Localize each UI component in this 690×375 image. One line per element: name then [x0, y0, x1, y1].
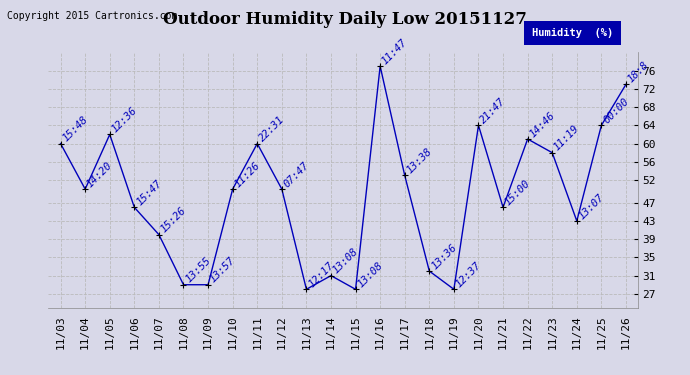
- Text: 07:47: 07:47: [282, 160, 311, 189]
- Text: Copyright 2015 Cartronics.com: Copyright 2015 Cartronics.com: [7, 11, 177, 21]
- Text: 13:36: 13:36: [429, 242, 458, 271]
- Text: 13:08: 13:08: [331, 246, 360, 276]
- Text: 18:8: 18:8: [626, 60, 651, 84]
- Text: 11:19: 11:19: [552, 123, 582, 153]
- Text: 15:00: 15:00: [503, 178, 532, 207]
- Text: 12:37: 12:37: [454, 260, 483, 289]
- Text: 15:47: 15:47: [135, 178, 164, 207]
- Text: 13:08: 13:08: [355, 260, 385, 289]
- Text: 12:36: 12:36: [110, 105, 139, 135]
- Text: Humidity  (%): Humidity (%): [532, 28, 613, 38]
- Text: 15:26: 15:26: [159, 206, 188, 235]
- Text: 13:38: 13:38: [405, 146, 434, 176]
- Text: 13:07: 13:07: [577, 192, 606, 221]
- Text: 21:47: 21:47: [478, 96, 508, 125]
- Text: 13:57: 13:57: [208, 256, 237, 285]
- Text: 11:26: 11:26: [233, 160, 262, 189]
- Text: 14:20: 14:20: [85, 160, 115, 189]
- Text: 15:48: 15:48: [61, 114, 90, 144]
- Text: 13:55: 13:55: [184, 256, 213, 285]
- Text: 11:47: 11:47: [380, 37, 409, 66]
- Text: Outdoor Humidity Daily Low 20151127: Outdoor Humidity Daily Low 20151127: [163, 11, 527, 28]
- Text: 14:46: 14:46: [528, 110, 557, 139]
- Text: 22:31: 22:31: [257, 114, 286, 144]
- Text: 00:00: 00:00: [602, 96, 631, 125]
- Text: 12:17: 12:17: [306, 260, 335, 289]
